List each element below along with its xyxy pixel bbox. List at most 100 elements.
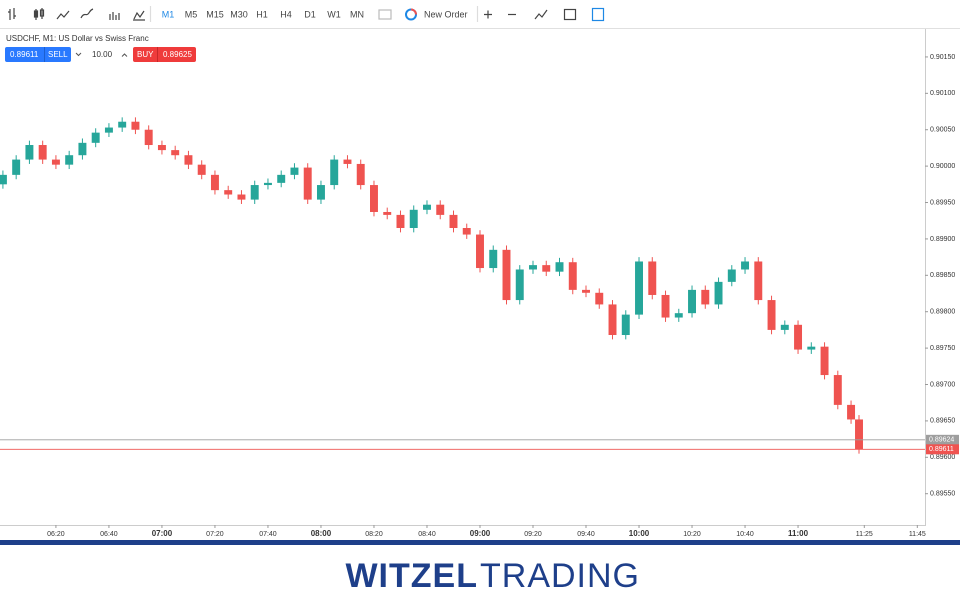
x-tick-label: 10:40	[736, 531, 754, 538]
candle-body	[635, 261, 643, 315]
symbol-title: USDCHF, M1: US Dollar vs Swiss Franc	[6, 34, 149, 43]
candle-body	[608, 304, 617, 336]
candle-body	[303, 167, 312, 200]
timeframe-button[interactable]: MN	[350, 9, 364, 19]
candle-body	[807, 346, 816, 350]
volume[interactable]: 10.00	[92, 50, 113, 59]
y-tick-label: 0.90100	[930, 90, 955, 97]
timeframe-button[interactable]: W1	[327, 9, 341, 19]
candle-body	[674, 313, 683, 318]
candle-body	[65, 155, 74, 165]
timeframe-button[interactable]: H4	[280, 9, 292, 19]
price-label-box	[926, 444, 959, 455]
brand-bold: WITZEL	[345, 557, 478, 595]
buy-price: 0.89625	[163, 50, 192, 59]
candle-body	[210, 174, 219, 191]
volume-up[interactable]	[121, 53, 128, 57]
candle-body	[78, 142, 87, 156]
x-tick-label: 07:20	[206, 531, 224, 538]
candle-body	[131, 121, 140, 130]
indicators-icon[interactable]	[534, 9, 548, 20]
timeframe-button[interactable]: M15	[206, 9, 224, 19]
candle-body	[91, 132, 100, 143]
y-tick-label: 0.90000	[930, 163, 955, 170]
x-tick-label: 09:00	[470, 529, 491, 538]
candle-body	[197, 164, 206, 175]
candle-body	[767, 300, 776, 330]
candle-body	[462, 228, 471, 235]
template-icon[interactable]	[378, 9, 392, 20]
sell-label: SELL	[48, 50, 68, 59]
timeframe-button[interactable]: M5	[185, 9, 198, 19]
candle-body	[224, 190, 233, 195]
volume-down[interactable]	[75, 52, 82, 57]
candle-body	[436, 204, 445, 215]
y-tick-label: 0.89650	[930, 418, 955, 425]
line-icon[interactable]	[80, 8, 94, 19]
buy-label: BUY	[137, 50, 154, 59]
buy-button[interactable]	[133, 47, 196, 62]
candle-body	[701, 289, 710, 305]
y-tick-label: 0.89550	[930, 491, 955, 498]
candle-icon-body	[33, 10, 39, 18]
candle-body	[621, 314, 630, 336]
toolbar-icons	[8, 6, 605, 22]
candle-body	[568, 262, 577, 290]
y-tick-label: 0.89800	[930, 309, 955, 316]
candle-body	[290, 167, 299, 175]
sell-price: 0.89611	[10, 50, 39, 59]
timeframes: M1 M5 M15 M30 H1 H4 D1 W1 MN	[162, 9, 364, 19]
sell-button[interactable]	[5, 47, 71, 62]
baseline-icon[interactable]	[133, 10, 145, 21]
calendar-icon[interactable]	[563, 8, 577, 21]
y-tick-label: 0.89850	[930, 272, 955, 279]
candle-body	[343, 159, 352, 164]
candle-body	[727, 269, 736, 282]
candle-body	[250, 185, 259, 200]
new-order-button[interactable]: New Order	[424, 9, 468, 19]
bars-icon[interactable]	[8, 8, 16, 20]
area-icon[interactable]	[56, 10, 70, 20]
x-tick-label: 10:20	[683, 531, 701, 538]
candle-body	[515, 269, 524, 301]
timeframe-button[interactable]: M30	[230, 9, 248, 19]
candle-body	[383, 211, 392, 215]
candle-body	[820, 346, 829, 376]
candle-body	[12, 159, 21, 175]
timeframe-button[interactable]: M1	[162, 9, 175, 19]
candle-body	[144, 129, 153, 146]
x-tick-label: 11:45	[909, 531, 926, 538]
candle-body	[794, 324, 803, 350]
candle-body	[330, 159, 339, 186]
zoom-in-icon[interactable]	[484, 10, 492, 19]
x-tick-label: 09:40	[577, 531, 595, 538]
histogram-icon[interactable]	[109, 12, 120, 20]
candle-body	[688, 289, 697, 314]
candle-body	[263, 182, 272, 186]
candle-body	[529, 265, 537, 270]
brand-light: TRADING	[480, 557, 640, 595]
candle-body	[833, 375, 842, 405]
candle-body	[356, 163, 365, 186]
y-tick-label: 0.90050	[930, 127, 955, 134]
candle-body	[237, 194, 246, 200]
candle-body	[489, 249, 498, 269]
price-label: 0.89611	[929, 446, 954, 453]
x-tick-label: 06:20	[47, 531, 65, 538]
x-tick-label: 11:00	[788, 529, 809, 538]
timeframe-button[interactable]: H1	[256, 9, 268, 19]
notes-icon[interactable]	[591, 7, 605, 22]
candle-body	[502, 249, 511, 301]
candle-body	[582, 289, 590, 293]
candle-body	[277, 174, 286, 183]
candle-body	[780, 324, 789, 330]
candle-body	[171, 150, 180, 156]
candle-body	[476, 234, 484, 269]
x-tick-label: 07:00	[152, 529, 173, 538]
timeframe-button[interactable]: D1	[304, 9, 316, 19]
candle-body	[184, 155, 193, 165]
candle-body	[423, 204, 431, 210]
footer-stripe	[0, 540, 960, 545]
candle-icon-body	[39, 9, 45, 17]
